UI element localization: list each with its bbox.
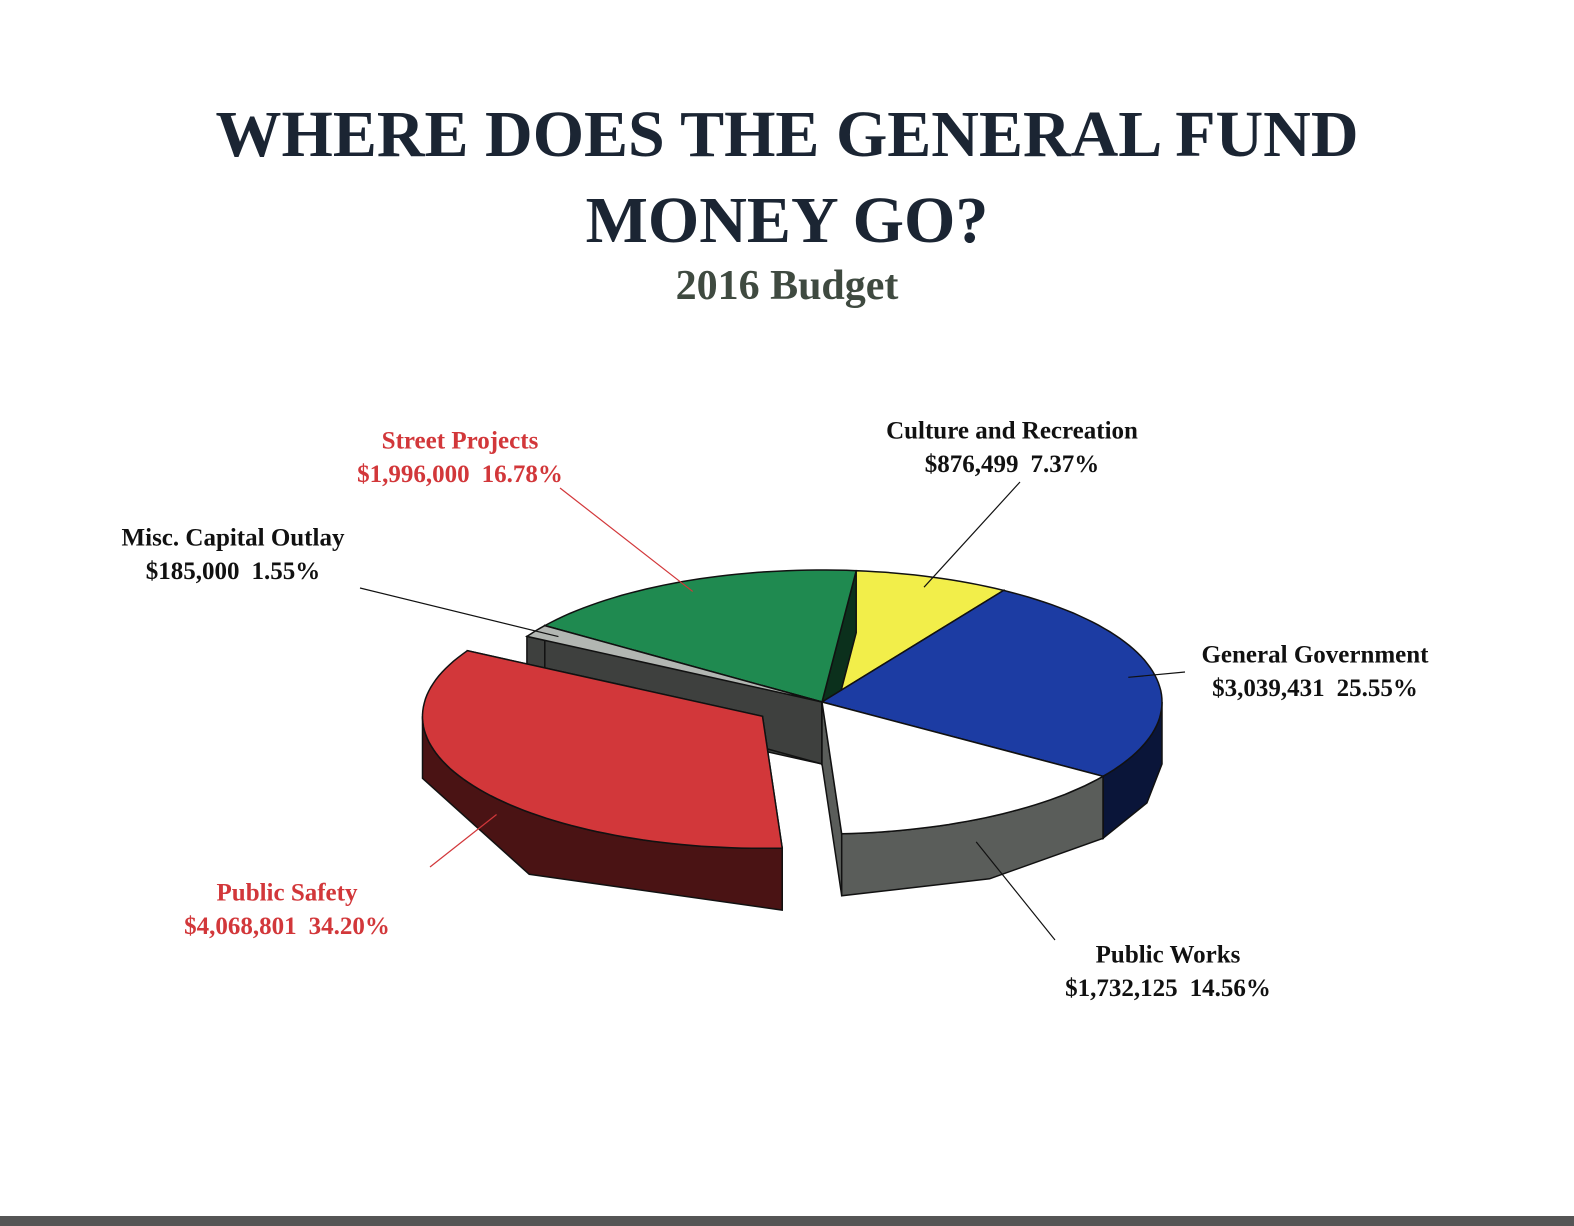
slice-label: Street Projects bbox=[382, 428, 539, 455]
slice-label: Misc. Capital Outlay bbox=[122, 525, 345, 552]
value-label: $1,732,125 bbox=[1065, 975, 1178, 1002]
leader-line bbox=[1128, 671, 1186, 678]
slice-label: Public Works bbox=[1096, 942, 1241, 969]
percent-label: 34.20% bbox=[309, 913, 390, 940]
percent-label: 14.56% bbox=[1190, 975, 1271, 1002]
leader-line bbox=[429, 814, 497, 868]
slice-value: $3,039,431 25.55% bbox=[1212, 675, 1418, 702]
slice-value: $876,499 7.37% bbox=[925, 451, 1100, 478]
leader-line bbox=[975, 841, 1056, 941]
percent-label: 1.55% bbox=[252, 558, 321, 585]
percent-label: 7.37% bbox=[1031, 451, 1100, 478]
slice-label: Public Safety bbox=[217, 880, 358, 907]
leader-line bbox=[559, 487, 694, 592]
slice-value: $4,068,801 34.20% bbox=[184, 913, 390, 940]
percent-label: 16.78% bbox=[482, 461, 563, 488]
leader-line bbox=[359, 587, 559, 638]
leader-line bbox=[923, 481, 1021, 588]
slice-value: $1,996,000 16.78% bbox=[357, 461, 563, 488]
slice-value: $185,000 1.55% bbox=[146, 558, 321, 585]
slice bbox=[821, 700, 1106, 835]
value-label: $4,068,801 bbox=[184, 913, 297, 940]
value-label: $876,499 bbox=[925, 451, 1019, 478]
slice-label: Culture and Recreation bbox=[886, 418, 1138, 445]
value-label: $185,000 bbox=[146, 558, 240, 585]
chart-title: WHERE DOES THE GENERAL FUND MONEY GO? bbox=[215, 98, 1359, 257]
slice-value: $1,732,125 14.56% bbox=[1065, 975, 1271, 1002]
value-label: $3,039,431 bbox=[1212, 675, 1325, 702]
bottom-bar bbox=[0, 1216, 1574, 1226]
slice bbox=[421, 649, 784, 850]
slice bbox=[542, 569, 858, 703]
value-label: $1,996,000 bbox=[357, 461, 470, 488]
chart-subtitle: 2016 Budget bbox=[675, 263, 899, 309]
slice-label: General Government bbox=[1201, 642, 1429, 669]
percent-label: 25.55% bbox=[1337, 675, 1418, 702]
